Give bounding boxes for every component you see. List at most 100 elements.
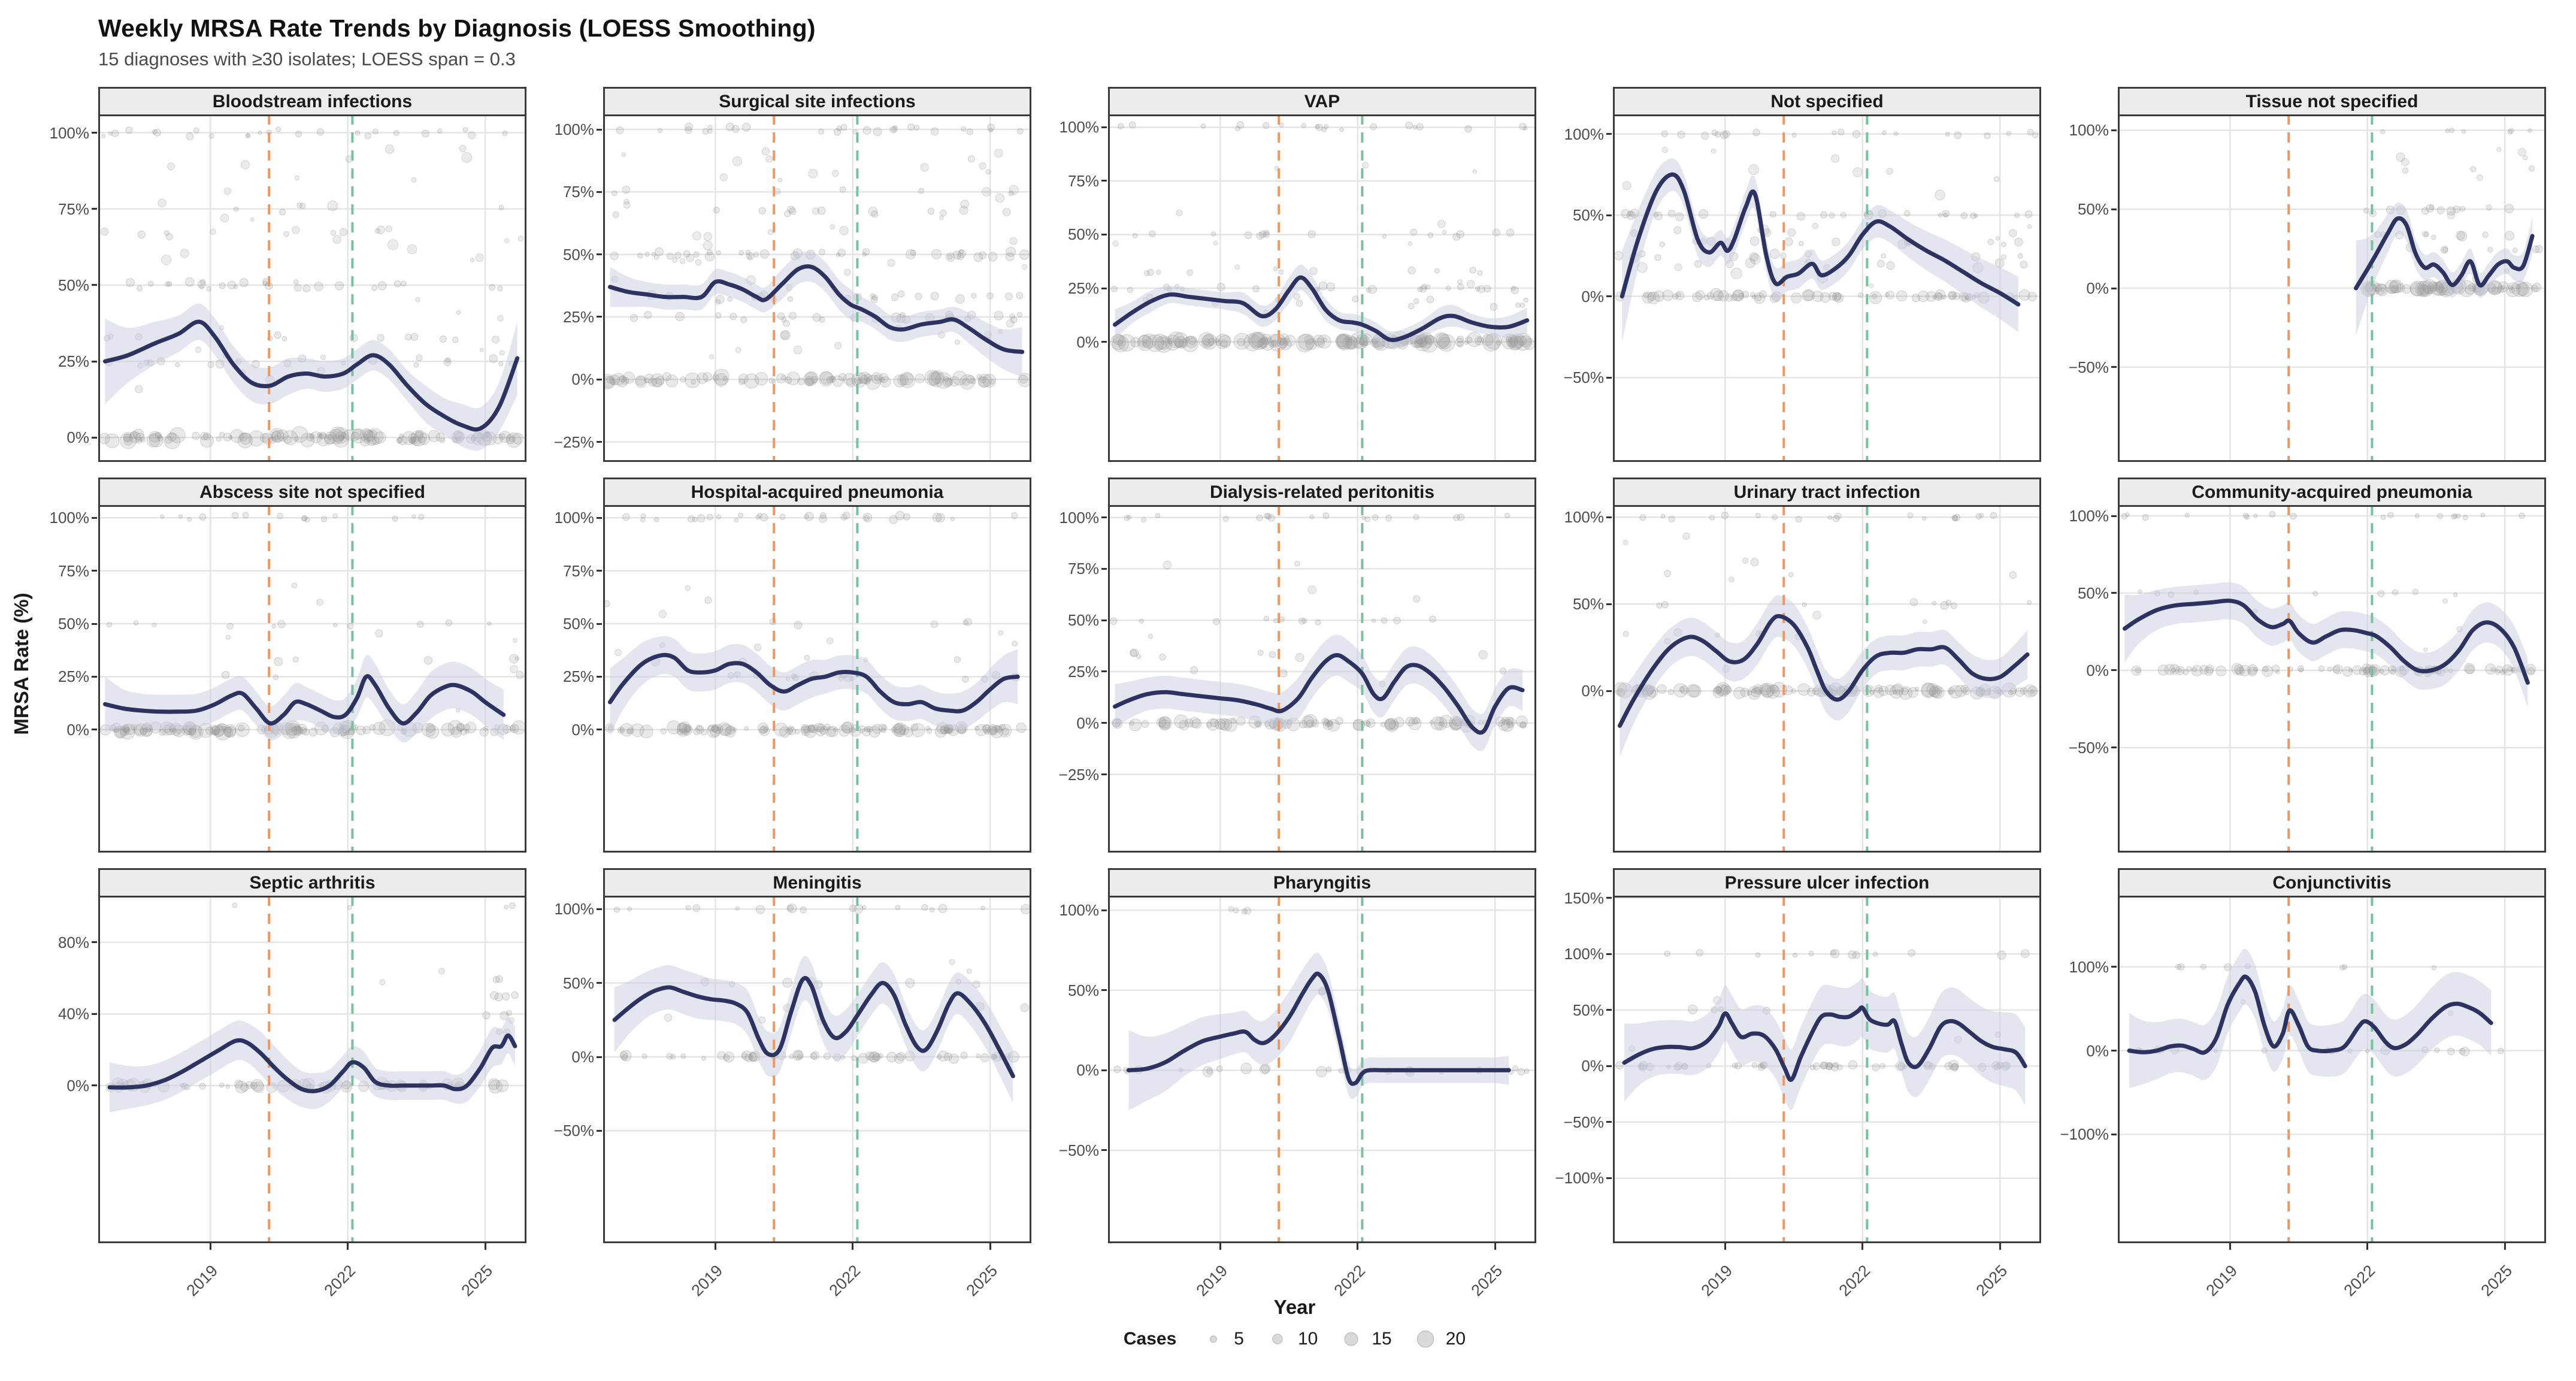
y-tick-mark: [597, 1056, 602, 1058]
y-axis-meningitis: 100% 50% 0% −50%: [548, 868, 603, 1243]
y-tick-mark: [92, 675, 97, 678]
y-tick-mark: [92, 1013, 97, 1015]
y-tick-label: 50%: [57, 615, 89, 633]
facet-strip: Dialysis-related peritonitis: [1108, 478, 1536, 505]
legend-size-icon: [1272, 1334, 1283, 1344]
x-tick-mark: [1861, 1243, 1864, 1250]
page-subtitle: 15 diagnoses with ≥30 isolates; LOESS sp…: [98, 49, 516, 69]
y-tick-mark: [92, 1084, 97, 1087]
y-tick-label: 80%: [57, 933, 89, 951]
panel-svg-community-acquired-pneumonia: [2118, 505, 2546, 853]
y-axis-surgical-site-infections: 100% 75% 50% 25% 0% −25%: [548, 87, 603, 462]
y-tick-mark: [597, 378, 602, 380]
y-tick-label: 50%: [562, 974, 594, 992]
x-tick-mark: [2229, 1243, 2231, 1250]
y-tick-label: 50%: [562, 615, 594, 633]
panel-border: [1108, 896, 1536, 1243]
y-tick-mark: [2111, 1133, 2117, 1135]
loess-line: [103, 674, 506, 726]
y-tick-mark: [2111, 515, 2117, 517]
x-tick-mark: [209, 1243, 211, 1250]
y-tick-mark: [597, 128, 602, 131]
panel-svg-conjunctivitis: [2118, 896, 2546, 1243]
panel-svg-meningitis: [603, 896, 1031, 1243]
panel-border: [2118, 505, 2546, 853]
y-tick-label: 0%: [571, 370, 594, 389]
panel-border: [1613, 505, 2041, 853]
plot-area: [1613, 114, 2041, 462]
loess-line: [1113, 275, 1530, 343]
plot-area: [1108, 896, 1536, 1243]
y-tick-label: 50%: [1572, 206, 1604, 225]
loess-line: [612, 976, 1015, 1078]
y-tick-label: −50%: [1563, 1113, 1604, 1131]
facet-title: VAP: [1304, 91, 1340, 111]
y-tick-mark: [1101, 233, 1107, 235]
panel-dialysis-related-peritonitis: 100% 75% 50% 25% 0% −25% Dialysis-related peri…: [1053, 478, 1536, 853]
panel-abscess-site-not-specified: 100% 75% 50% 25% 0% Abscess site not specifie…: [43, 478, 526, 853]
plot-area: [98, 896, 526, 1243]
facet-title: Community-acquired pneumonia: [2191, 482, 2472, 502]
x-tick-mark: [1724, 1243, 1726, 1250]
panel-tissue-not-specified: 100% 50% 0% −50% Tissue not specified: [2063, 87, 2546, 462]
facet-title: Meningitis: [773, 872, 862, 893]
x-tick-mark: [2504, 1243, 2506, 1250]
panel-bloodstream-infections: 100% 75% 50% 25% 0% Bloodstream infections: [43, 87, 526, 462]
legend-size-icon: [1210, 1335, 1218, 1343]
x-tick-mark: [852, 1243, 854, 1250]
y-tick-mark: [1606, 214, 1612, 216]
y-tick-mark: [597, 908, 602, 910]
y-tick-mark: [1101, 1069, 1107, 1071]
y-tick-mark: [92, 941, 97, 944]
legend-size-label: 15: [1372, 1329, 1392, 1349]
facet-title: Hospital-acquired pneumonia: [691, 482, 944, 502]
legend-item-10: 10: [1266, 1327, 1318, 1351]
y-tick-label: 0%: [1581, 682, 1604, 700]
scatter-points: [1110, 121, 1536, 353]
y-tick-mark: [597, 622, 602, 625]
panel-border: [98, 896, 526, 1243]
loess-line: [103, 319, 520, 432]
y-axis-hospital-acquired-pneumonia: 100% 75% 50% 25% 0%: [548, 478, 603, 853]
plot-area: [2118, 896, 2546, 1243]
facet-strip: VAP: [1108, 87, 1536, 114]
y-tick-label: 0%: [1076, 1061, 1099, 1080]
y-axis-urinary-tract-infection: 100% 50% 0%: [1558, 478, 1613, 853]
y-tick-label: −50%: [2068, 738, 2109, 757]
loess-line: [2123, 599, 2530, 685]
y-tick-label: 75%: [57, 561, 89, 580]
legend-item-15: 15: [1339, 1327, 1392, 1351]
y-tick-mark: [2111, 1050, 2117, 1052]
facet-strip: Community-acquired pneumonia: [2118, 478, 2546, 505]
y-tick-label: −100%: [2060, 1125, 2109, 1144]
y-tick-mark: [1101, 341, 1107, 343]
loess-line: [1622, 1005, 2027, 1082]
y-tick-mark: [597, 1129, 602, 1132]
facet-strip: Pressure ulcer infection: [1613, 868, 2041, 896]
y-tick-mark: [92, 436, 97, 439]
y-tick-label: 50%: [562, 245, 594, 264]
panel-surgical-site-infections: 100% 75% 50% 25% 0% −25% Surgical site infecti…: [548, 87, 1031, 462]
y-tick-mark: [1606, 1177, 1612, 1179]
x-tick-mark: [714, 1243, 716, 1250]
y-tick-label: −50%: [1563, 368, 1604, 387]
y-axis-community-acquired-pneumonia: 100% 50% 0% −50%: [2063, 478, 2118, 853]
y-tick-label: 100%: [1564, 125, 1605, 143]
confidence-ribbon: [2124, 582, 2528, 708]
panel-svg-urinary-tract-infection: [1613, 505, 2041, 853]
facet-strip: Urinary tract infection: [1613, 478, 2041, 505]
x-tick-mark: [1494, 1243, 1496, 1250]
y-tick-label: 50%: [2077, 584, 2109, 602]
panel-not-specified: 100% 50% 0% −50% Not specified: [1558, 87, 2041, 462]
y-tick-mark: [92, 570, 97, 572]
facet-strip: Abscess site not specified: [98, 478, 526, 505]
x-tick-mark: [2366, 1243, 2369, 1250]
y-tick-label: −50%: [1058, 1141, 1099, 1159]
x-tick-mark: [1357, 1243, 1359, 1250]
y-tick-label: 50%: [1067, 225, 1099, 244]
confidence-ribbon: [1115, 634, 1523, 751]
x-axis-col-2: 2019 2022 2025: [548, 1243, 1031, 1300]
panel-border: [2118, 896, 2546, 1243]
y-tick-label: 0%: [1076, 714, 1099, 732]
